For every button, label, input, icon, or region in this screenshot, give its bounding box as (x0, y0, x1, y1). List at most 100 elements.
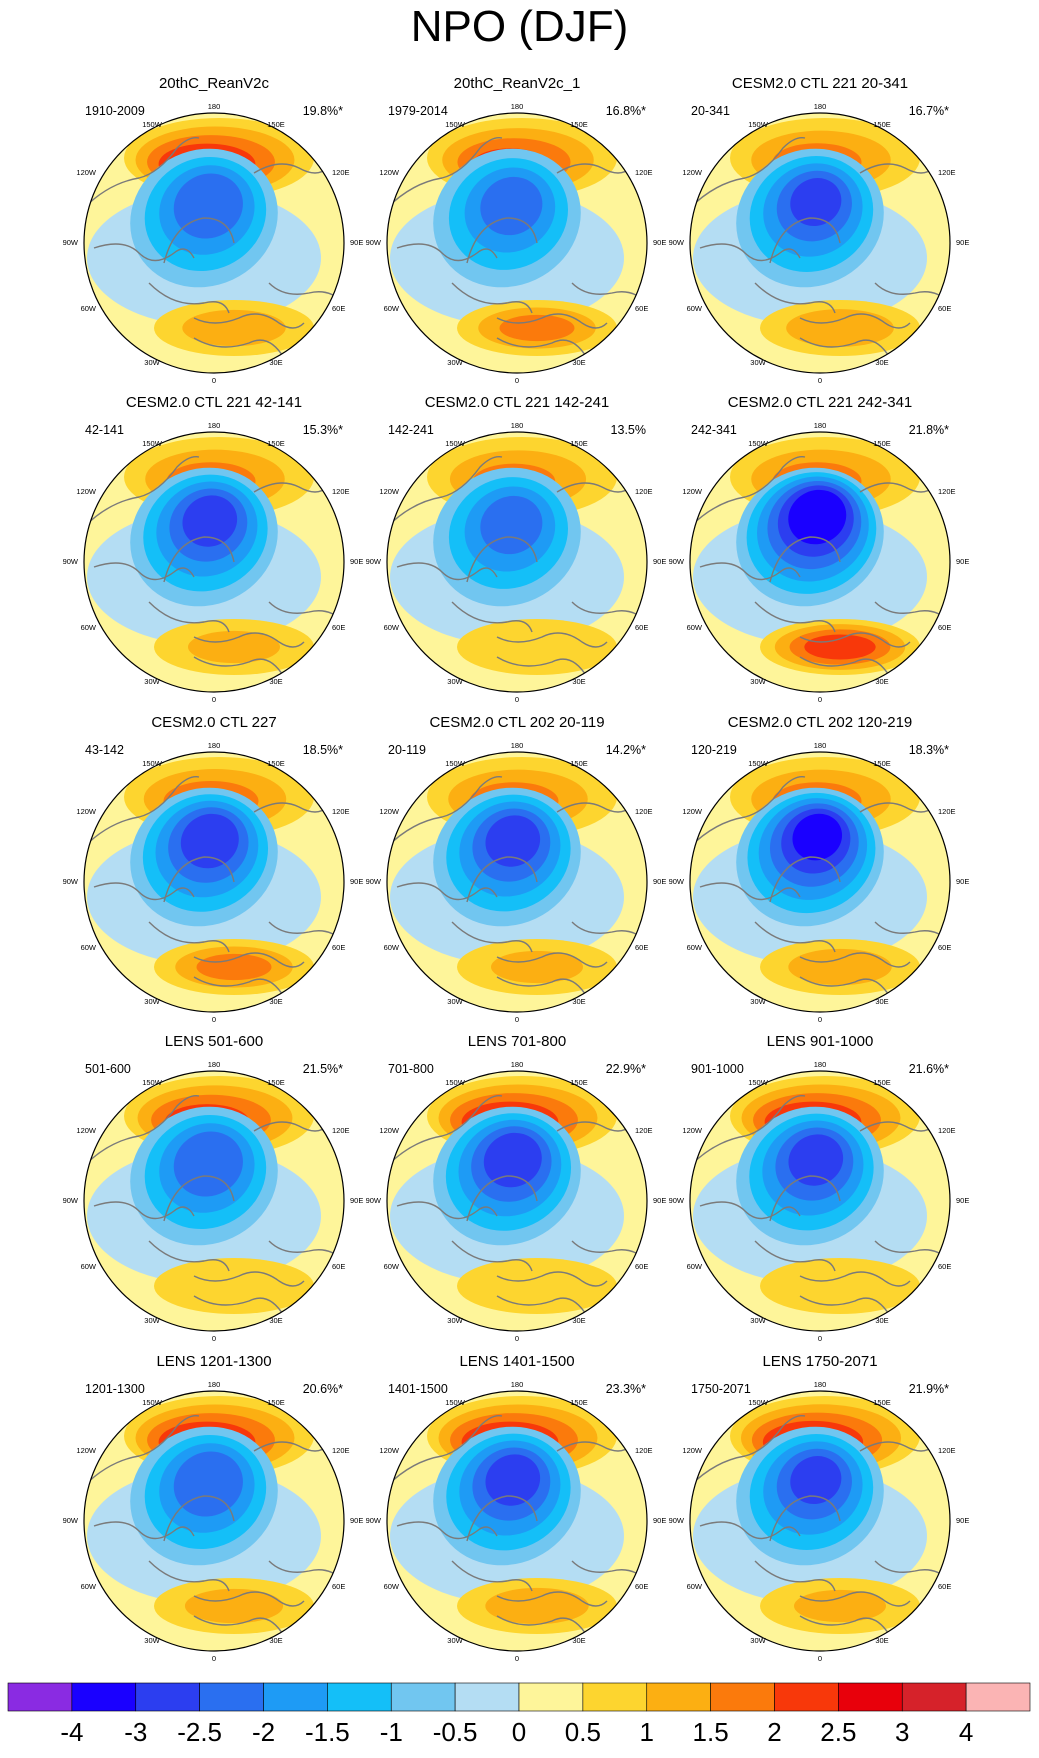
negative-contour (483, 1132, 542, 1188)
panel-variance: 18.5%* (303, 743, 343, 757)
colorbar-label: 2 (767, 1717, 781, 1747)
coastline (163, 536, 235, 583)
longitude-label: 150E (267, 1398, 285, 1407)
longitude-label: 150E (873, 120, 891, 129)
panel-variance: 14.2%* (606, 743, 646, 757)
longitude-label: 60E (938, 1262, 951, 1271)
map-panel: 180 150W 150E 120W 120E 90W 90E 60W 60E 30W 30E 0 20… (366, 75, 667, 385)
colorbar-label: -1 (380, 1717, 403, 1747)
anomaly-field (690, 1391, 950, 1651)
colorbar-label: 2.5 (820, 1717, 856, 1747)
colorbar-swatch (965, 1682, 1031, 1712)
longitude-label: 150E (267, 1078, 285, 1087)
longitude-label: 60W (384, 304, 400, 313)
longitude-label: 150W (748, 759, 769, 768)
positive-contour (457, 619, 617, 675)
coastline (466, 536, 538, 583)
colorbar-swatch (901, 1682, 967, 1712)
longitude-label: 90E (653, 1196, 666, 1205)
longitude-label: 30W (750, 997, 766, 1006)
coastline (466, 217, 538, 264)
coastline (148, 601, 230, 633)
map-panel: 180 150W 150E 120W 120E 90W 90E 60W 60E 30W 30E 0 20… (63, 75, 364, 385)
colorbar-swatch (135, 1682, 200, 1712)
map-boundary (83, 431, 345, 693)
map-panel: 180 150W 150E 120W 120E 90W 90E 60W 60E 30W 30E 0 CE… (63, 394, 364, 704)
coastline (799, 313, 911, 329)
longitude-label: 90E (956, 1516, 969, 1525)
longitude-label: 180 (511, 102, 524, 111)
panel-variance: 16.7%* (909, 104, 949, 118)
longitude-label: 150E (873, 439, 891, 448)
longitude-label: 150W (748, 1398, 769, 1407)
longitude-label: 120W (682, 1446, 703, 1455)
longitude-label: 120E (635, 487, 653, 496)
negative-contour (485, 1454, 541, 1506)
longitude-label: 60W (81, 943, 97, 952)
longitude-label: 150W (445, 120, 466, 129)
longitude-label: 90E (350, 1516, 363, 1525)
longitude-label: 150W (142, 1398, 163, 1407)
coastline (193, 1271, 305, 1287)
coastline (799, 1271, 911, 1287)
longitude-label: 120W (682, 487, 703, 496)
longitude-label: 0 (212, 1334, 216, 1343)
longitude-label: 60E (332, 1262, 345, 1271)
longitude-label: 150E (873, 1398, 891, 1407)
longitude-label: 120E (635, 168, 653, 177)
map-boundary (386, 1390, 648, 1652)
anomaly-field (387, 1391, 647, 1651)
map-boundary (689, 1390, 951, 1652)
colorbar-label: -2.5 (177, 1717, 222, 1747)
longitude-label: 30E (572, 1636, 585, 1645)
longitude-label: 0 (515, 695, 519, 704)
longitude-label: 90W (366, 1196, 382, 1205)
coastline (396, 1201, 498, 1220)
coastline (699, 1201, 801, 1220)
longitude-label: 60W (687, 1582, 703, 1591)
coastline (799, 976, 891, 998)
longitude-label: 60W (384, 623, 400, 632)
panel-title: LENS 901-1000 (767, 1033, 874, 1050)
colorbar-label: -1.5 (305, 1717, 350, 1747)
longitude-label: 150W (142, 1078, 163, 1087)
panel-period: 20-119 (388, 743, 426, 757)
map-panel: 180 150W 150E 120W 120E 90W 90E 60W 60E 30W 30E 0 CE… (669, 394, 970, 704)
panel-variance: 21.8%* (909, 423, 949, 437)
positive-contour (794, 1589, 886, 1623)
anomaly-field (84, 113, 344, 373)
coastline (690, 456, 806, 528)
coastline (690, 137, 806, 209)
longitude-label: 150W (445, 439, 466, 448)
longitude-label: 90E (350, 877, 363, 886)
longitude-label: 120W (682, 1126, 703, 1135)
panel-variance: 16.8%* (606, 104, 646, 118)
longitude-label: 0 (818, 1015, 822, 1024)
panel-period: 1910-2009 (85, 104, 145, 118)
map-panel: 180 150W 150E 120W 120E 90W 90E 60W 60E 30W 30E 0 CE… (63, 714, 364, 1024)
coastline (799, 337, 891, 359)
longitude-label: 60W (81, 304, 97, 313)
coastline (193, 952, 305, 968)
coastline (754, 601, 836, 633)
map-boundary (83, 751, 345, 1013)
longitude-label: 60E (332, 304, 345, 313)
longitude-label: 0 (818, 695, 822, 704)
longitude-label: 120E (635, 1446, 653, 1455)
coastline (84, 456, 200, 528)
longitude-label: 0 (515, 376, 519, 385)
panel-title: LENS 501-600 (165, 1033, 263, 1050)
map-boundary (689, 431, 951, 693)
panel-title: CESM2.0 CTL 221 142-241 (425, 394, 610, 411)
colorbar-label: 0 (512, 1717, 526, 1747)
longitude-label: 30E (875, 1316, 888, 1325)
anomaly-field (84, 1391, 344, 1651)
negative-contour (182, 495, 238, 547)
longitude-label: 180 (208, 1380, 221, 1389)
longitude-label: 60E (332, 943, 345, 952)
coastline (148, 282, 230, 314)
longitude-label: 180 (814, 1380, 827, 1389)
panel-title: CESM2.0 CTL 221 20-341 (732, 75, 908, 92)
longitude-label: 90E (956, 877, 969, 886)
coastline (769, 1175, 841, 1222)
